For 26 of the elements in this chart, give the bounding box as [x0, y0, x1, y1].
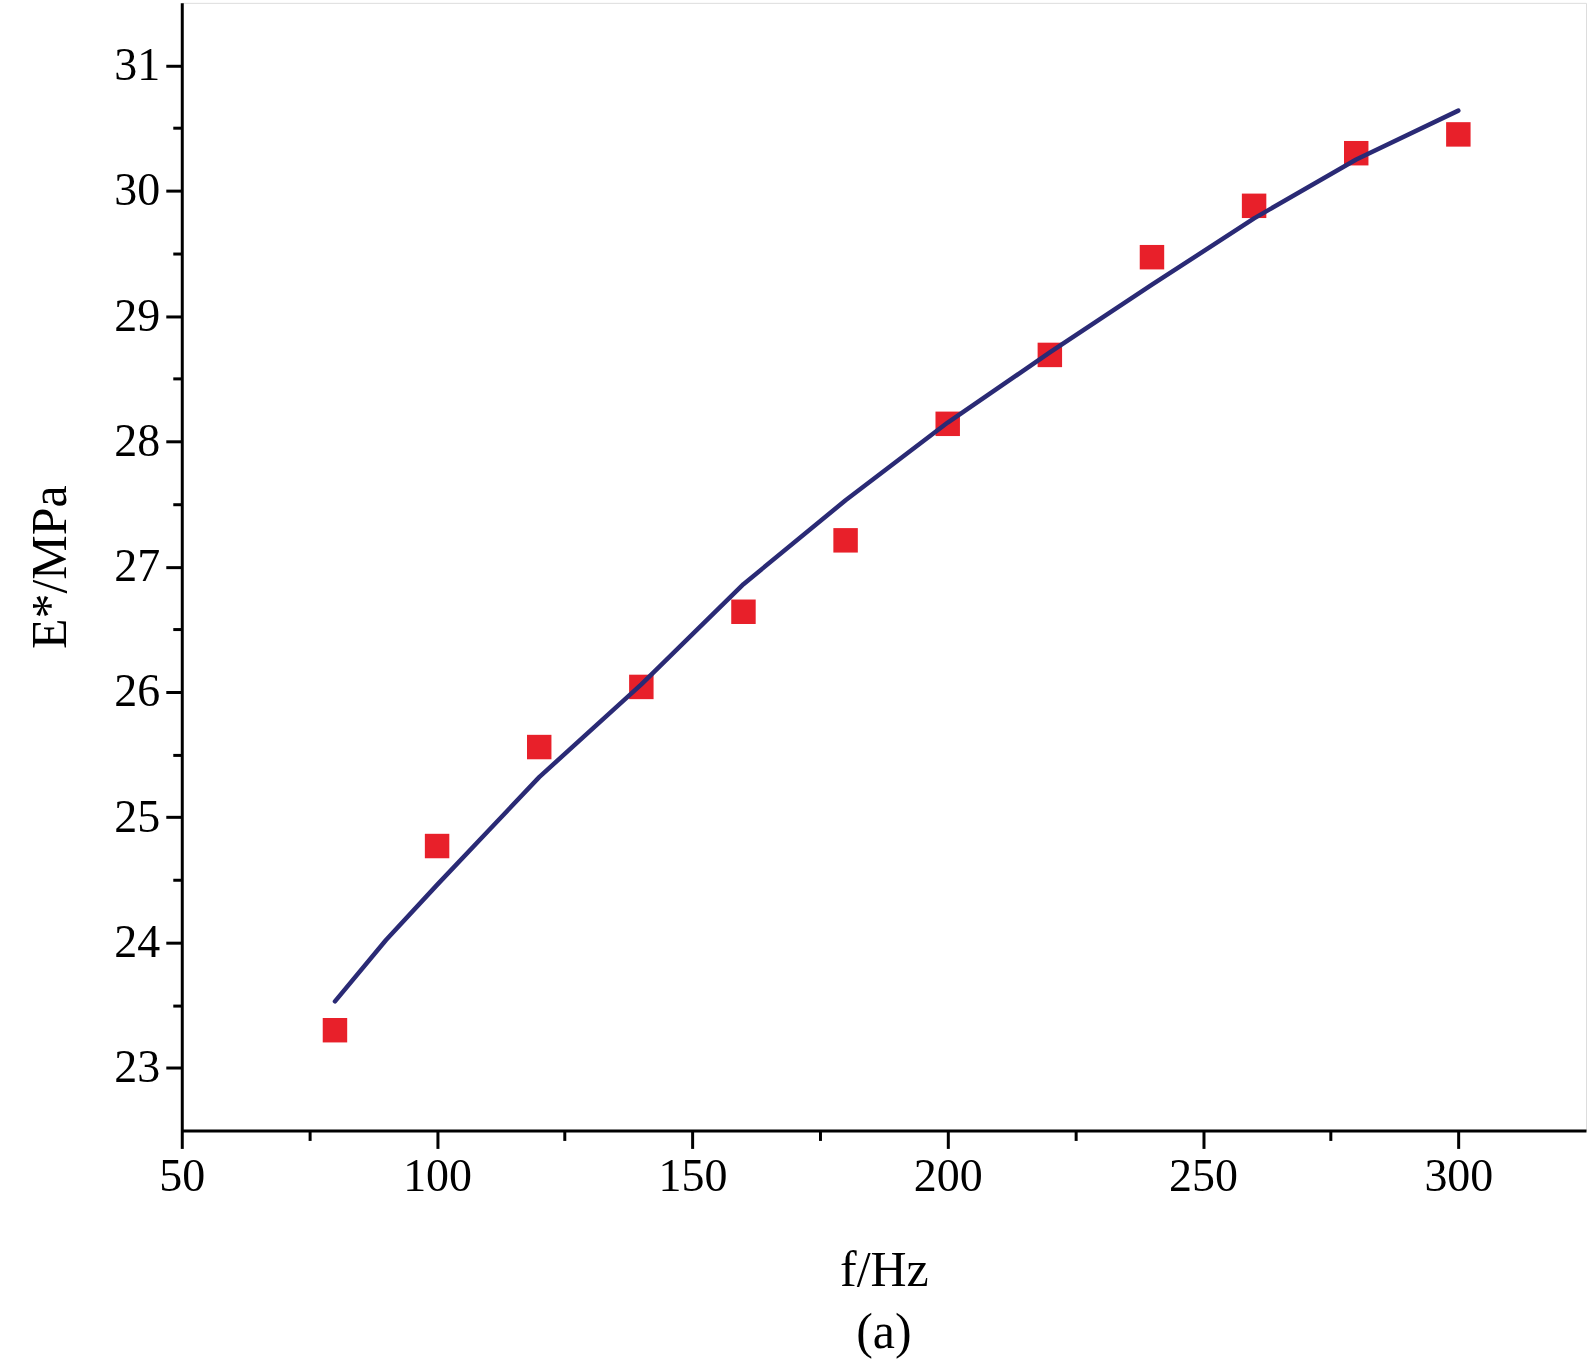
point — [833, 528, 858, 553]
x-axis-title: f/Hz — [840, 1241, 929, 1297]
x-tick-label: 150 — [658, 1149, 728, 1201]
y-tick-label: 29 — [114, 289, 161, 341]
point — [322, 1017, 348, 1043]
line-series — [332, 108, 1461, 1004]
point — [1446, 122, 1471, 147]
x-tick-label: 250 — [1169, 1149, 1238, 1201]
y-tick-label: 26 — [114, 665, 161, 717]
y-tick-label: 24 — [114, 915, 161, 967]
x-tick-label: 200 — [913, 1149, 983, 1201]
y-tick-label: 27 — [114, 540, 161, 592]
y-tick-label: 23 — [114, 1041, 161, 1093]
x-tick-label: 50 — [159, 1149, 206, 1201]
text: (a) — [856, 1304, 912, 1360]
x-tick-label: 100 — [403, 1149, 473, 1201]
y-tick-label: 31 — [114, 38, 161, 90]
x-tick-label: 300 — [1424, 1149, 1494, 1201]
point — [731, 599, 756, 624]
point — [1139, 244, 1165, 270]
point — [526, 734, 552, 760]
point — [424, 833, 450, 859]
y-axis-title: E*/MPa — [22, 485, 78, 649]
y-tick-label: 28 — [114, 414, 161, 466]
y-tick-label: 25 — [114, 790, 161, 842]
y-tick-label: 30 — [114, 164, 161, 216]
